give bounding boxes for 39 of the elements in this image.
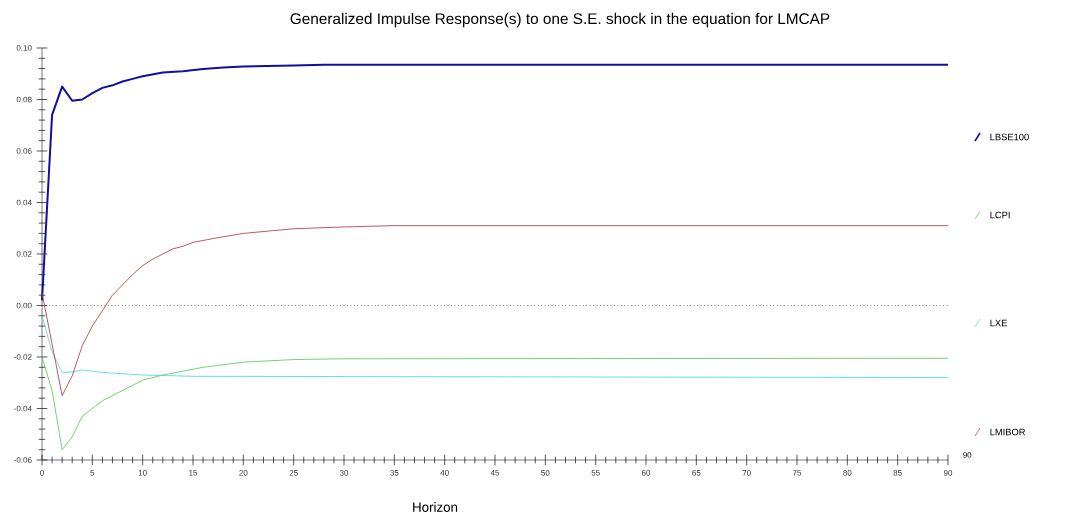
- line-series: [41, 315, 949, 378]
- line-series: [41, 63, 949, 302]
- x-tick-label: 30: [339, 470, 349, 476]
- x-tick-label: 50: [541, 470, 550, 476]
- x-tick-label: 80: [843, 470, 852, 476]
- y-tick-label: 0.08: [16, 96, 32, 103]
- line-series: [41, 356, 949, 451]
- x-axis-title: Horizon: [413, 502, 458, 512]
- y-tick-label: 0.10: [16, 45, 32, 51]
- x-tick-label: 55: [591, 470, 600, 476]
- line-series: [41, 225, 949, 397]
- x-tick-label: 20: [239, 470, 248, 476]
- chart-title: Generalized Impulse Response(s) to one S.E. shock in the equation for LMCAP: [290, 12, 830, 28]
- x-tick-label: 25: [289, 470, 298, 476]
- x-tick-label: 70: [742, 470, 751, 476]
- x-tick-label: 5: [90, 470, 95, 476]
- x-tick-label: 45: [490, 470, 500, 476]
- y-tick-label: 0.04: [16, 199, 32, 206]
- x-tick-label: 65: [692, 470, 701, 476]
- y-tick-label: 0.06: [16, 148, 32, 154]
- text: 90: [963, 452, 972, 458]
- legend-label: LCPI: [990, 211, 1010, 219]
- x-tick-label: 60: [641, 470, 651, 476]
- x-tick-label: 40: [440, 470, 449, 476]
- x-tick-label: 35: [390, 470, 399, 476]
- x-tick-label: 10: [138, 470, 147, 476]
- y-tick-label: 0.00: [16, 302, 32, 309]
- x-tick-label: 0: [40, 470, 44, 476]
- x-tick-label: 75: [792, 470, 802, 476]
- y-tick-label: -0.06: [14, 457, 32, 463]
- x-tick-label: 15: [189, 470, 198, 476]
- y-tick-label: 0.02: [16, 251, 32, 257]
- y-tick-label: -0.04: [14, 405, 32, 412]
- y-tick-label: -0.02: [14, 354, 32, 360]
- legend-label: LMIBOR: [990, 428, 1026, 436]
- x-tick-label: 85: [893, 470, 902, 476]
- legend-label: LBSE100: [990, 133, 1029, 141]
- x-tick-label: 90: [943, 470, 953, 476]
- legend-label: LXE: [990, 319, 1007, 327]
